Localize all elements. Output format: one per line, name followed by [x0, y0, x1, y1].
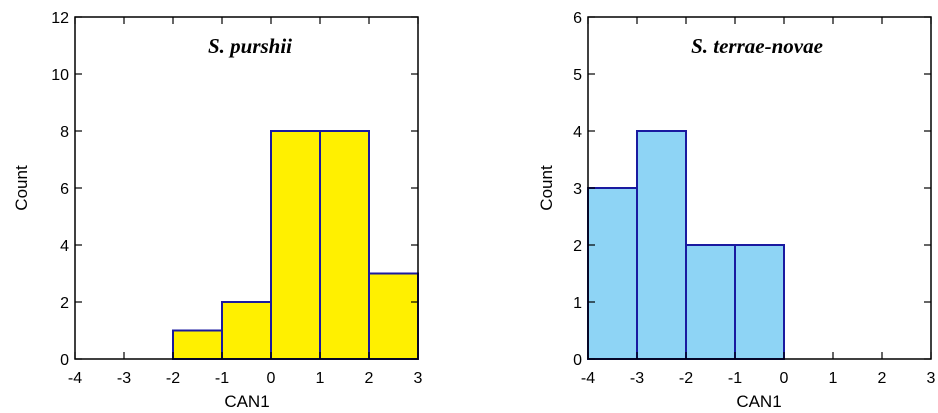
- histogram-bar: [636, 130, 687, 360]
- histogram-bar: [319, 130, 370, 360]
- x-tick-label: 2: [878, 370, 887, 387]
- y-tick-label: 6: [573, 10, 582, 27]
- y-tick-label: 6: [60, 181, 69, 198]
- x-tick-label: -2: [166, 370, 180, 387]
- x-tick-label: -3: [630, 370, 644, 387]
- x-tick-label: 0: [267, 370, 276, 387]
- histogram-bar: [587, 187, 638, 360]
- chart-title: S. terrae-novae: [691, 34, 823, 58]
- x-tick-label: -1: [728, 370, 742, 387]
- x-tick-label: -1: [215, 370, 229, 387]
- x-axis-title: CAN1: [224, 392, 269, 411]
- histogram-bar: [734, 244, 785, 360]
- x-tick-label: 1: [316, 370, 325, 387]
- x-axis-title: CAN1: [736, 392, 781, 411]
- chart-title: S. purshii: [208, 34, 292, 58]
- y-tick-label: 5: [573, 67, 582, 84]
- histogram-bar: [172, 329, 223, 360]
- y-tick-label: 2: [60, 295, 69, 312]
- x-tick-label: 2: [365, 370, 374, 387]
- x-tick-label: 0: [780, 370, 789, 387]
- y-tick-label: 3: [573, 181, 582, 198]
- x-tick-label: -4: [581, 370, 595, 387]
- x-tick-label: -3: [117, 370, 131, 387]
- y-axis-title: Count: [12, 165, 31, 211]
- histogram-bar: [685, 244, 736, 360]
- y-tick-label: 0: [573, 352, 582, 369]
- x-tick-label: -4: [68, 370, 82, 387]
- y-tick-label: 2: [573, 238, 582, 255]
- y-tick-label: 8: [60, 124, 69, 141]
- y-axis-title: Count: [537, 165, 556, 211]
- histogram-bar: [368, 272, 419, 360]
- x-tick-label: -2: [679, 370, 693, 387]
- histogram-bar: [270, 130, 321, 360]
- y-tick-label: 12: [51, 10, 69, 27]
- x-tick-label: 1: [829, 370, 838, 387]
- y-tick-label: 10: [51, 67, 69, 84]
- x-tick-label: 3: [414, 370, 423, 387]
- histogram-panel-terrae-novae: CAN1 Count -4 -3 -2 -1 0 1 2 3 0 1 2 3 4 5 6 S. terrae-…: [537, 10, 936, 411]
- y-tick-label: 4: [60, 238, 69, 255]
- y-tick-label: 4: [573, 124, 582, 141]
- x-tick-label: 3: [927, 370, 936, 387]
- y-tick-label: 0: [60, 352, 69, 369]
- histogram-bar: [221, 301, 272, 360]
- y-tick-label: 1: [573, 295, 582, 312]
